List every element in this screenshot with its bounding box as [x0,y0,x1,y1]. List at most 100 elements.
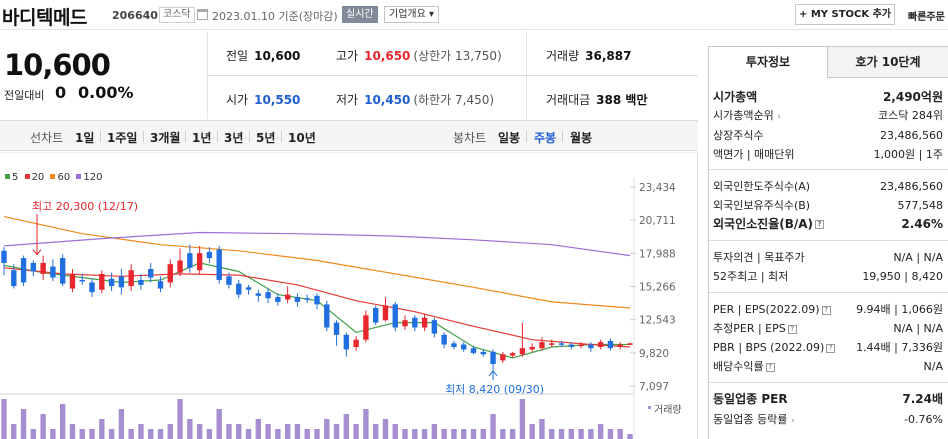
candle-body [236,283,242,295]
candle-body [617,344,623,347]
period-10year[interactable]: 10년 [288,131,316,145]
chart-period-bar: 선차트 1일 1주일 3개월 1년 3년 5년 10년 봉차트 일봉 주봉 월봉 [0,120,698,151]
market-cap-value: 2,490억원 [882,90,943,104]
high-label: 고가 [336,49,359,63]
base-date: 2023.01.10 기준(장마감) [212,10,338,23]
help-icon[interactable]: ? [787,324,797,334]
period-1day[interactable]: 1일 [75,131,95,145]
ma60-line [3,216,631,309]
pbr-value: 1.44배 | 7,336원 [856,341,943,354]
candle-body [431,320,438,334]
stock-title-bar: 바디텍메드 206640 코스닥 2023.01.10 기준(장마감) 실시간 … [0,0,948,30]
volume-bar [509,429,516,439]
candle-body [79,279,85,282]
volume-bar [284,424,291,439]
y-tick-label: 9,820 [639,348,669,360]
volume-bar [255,419,262,439]
volume-label: 거래량 [546,49,580,63]
candle-body [206,251,213,259]
pbr-row: PBR | BPS (2022.09)? 1.44배 | 7,336원 [713,339,943,356]
per-label: PER | EPS(2022.09) [713,303,820,316]
volume-bar [1,399,7,439]
volume-bar [431,424,438,439]
tab-invest-info[interactable]: 투자정보 [708,46,828,78]
tab-orderbook[interactable]: 호가 10단계 [828,46,948,78]
foreign-hold-row: 외국인보유주식수(B) 577,548 [713,197,943,214]
volume-bar [69,424,76,439]
volume-bar [50,429,56,439]
chevron-right-icon: › [777,112,781,122]
candle-body [1,250,7,263]
candle-body [255,293,262,296]
quick-order-link[interactable]: 빠른주문 [908,12,945,23]
period-divider [281,131,282,142]
low-stat: 저가 10,450 (하한가 7,450) [336,91,494,108]
candle-body [40,262,46,274]
market-cap-row: 시가총액 2,490억원 [713,89,943,106]
period-1year[interactable]: 1년 [192,131,212,145]
volume-bar [128,429,134,439]
volume-swatch [648,406,651,409]
candle-body [470,348,477,354]
par-label: 액면가 | 매매단위 [713,148,795,161]
ma20-label: 20 [31,172,45,183]
company-overview-dropdown[interactable]: 기업개요 ▾ [384,6,439,23]
ma5-line [3,262,630,359]
realtime-button[interactable]: 실시간 [342,6,378,23]
listed-shares-label: 상장주식수 [713,129,764,142]
candle-body [118,276,125,288]
market-cap-rank-value: 코스닥 284위 [878,109,943,122]
candle-body [451,343,457,347]
candle-body [461,344,467,350]
amount-stat: 거래대금 388 백만 [546,91,647,108]
volume-bar [353,424,359,439]
volume-bar [402,429,408,439]
volume-bar [421,429,428,439]
prev-close-label: 전일 [226,49,249,63]
volume-bar [549,429,555,439]
add-my-stock-button[interactable]: + MY STOCK 추가 [795,4,895,25]
low-label: 저가 [336,93,359,107]
volume-bar [461,429,467,439]
help-icon[interactable]: ? [765,362,775,372]
y-tick-label: 20,711 [639,215,676,227]
candle-body [539,342,545,349]
period-divider [100,131,101,142]
period-5year[interactable]: 5년 [256,131,276,145]
candle-monthly[interactable]: 월봉 [570,131,593,145]
high-annotation: 최고 20,300 (12/17) [32,200,138,213]
period-3year[interactable]: 3년 [224,131,244,145]
stock-code: 206640 [112,9,158,22]
panel-divider [709,240,948,241]
weekly-candle-chart[interactable]: 23,434 20,711 17,988 15,266 12,543 9,820 7,097… [0,152,698,439]
volume-bar [617,429,623,439]
candle-body [333,322,340,335]
candle-daily[interactable]: 일봉 [498,131,521,145]
help-icon[interactable]: ? [821,305,831,315]
period-3month[interactable]: 3개월 [150,131,181,145]
candle-body [187,253,193,268]
volume-bar [167,424,173,439]
volume-bar [216,409,222,439]
volume-bar [118,409,125,439]
candle-body [284,294,291,300]
candle-body [578,344,584,347]
period-1week[interactable]: 1주일 [107,131,138,145]
dividend-value: N/A [923,360,943,373]
panel-divider [709,292,948,293]
volume-bar [588,429,594,439]
candle-weekly[interactable]: 주봉 [534,131,557,145]
market-badge: 코스닥 [159,7,195,23]
help-icon[interactable]: ? [826,343,836,353]
candle-body [59,258,66,284]
volume-bar [324,419,330,439]
ma60-swatch [50,174,56,179]
ma120-line [3,231,631,257]
moving-average-legend: 5 20 60 120 [2,172,103,183]
candle-body [294,297,301,302]
period-divider [249,131,250,142]
volume-bar [245,429,252,439]
y-tick-label: 12,543 [639,315,676,327]
est-per-label: 추정PER | EPS [713,322,786,335]
help-icon[interactable]: ? [815,220,825,229]
